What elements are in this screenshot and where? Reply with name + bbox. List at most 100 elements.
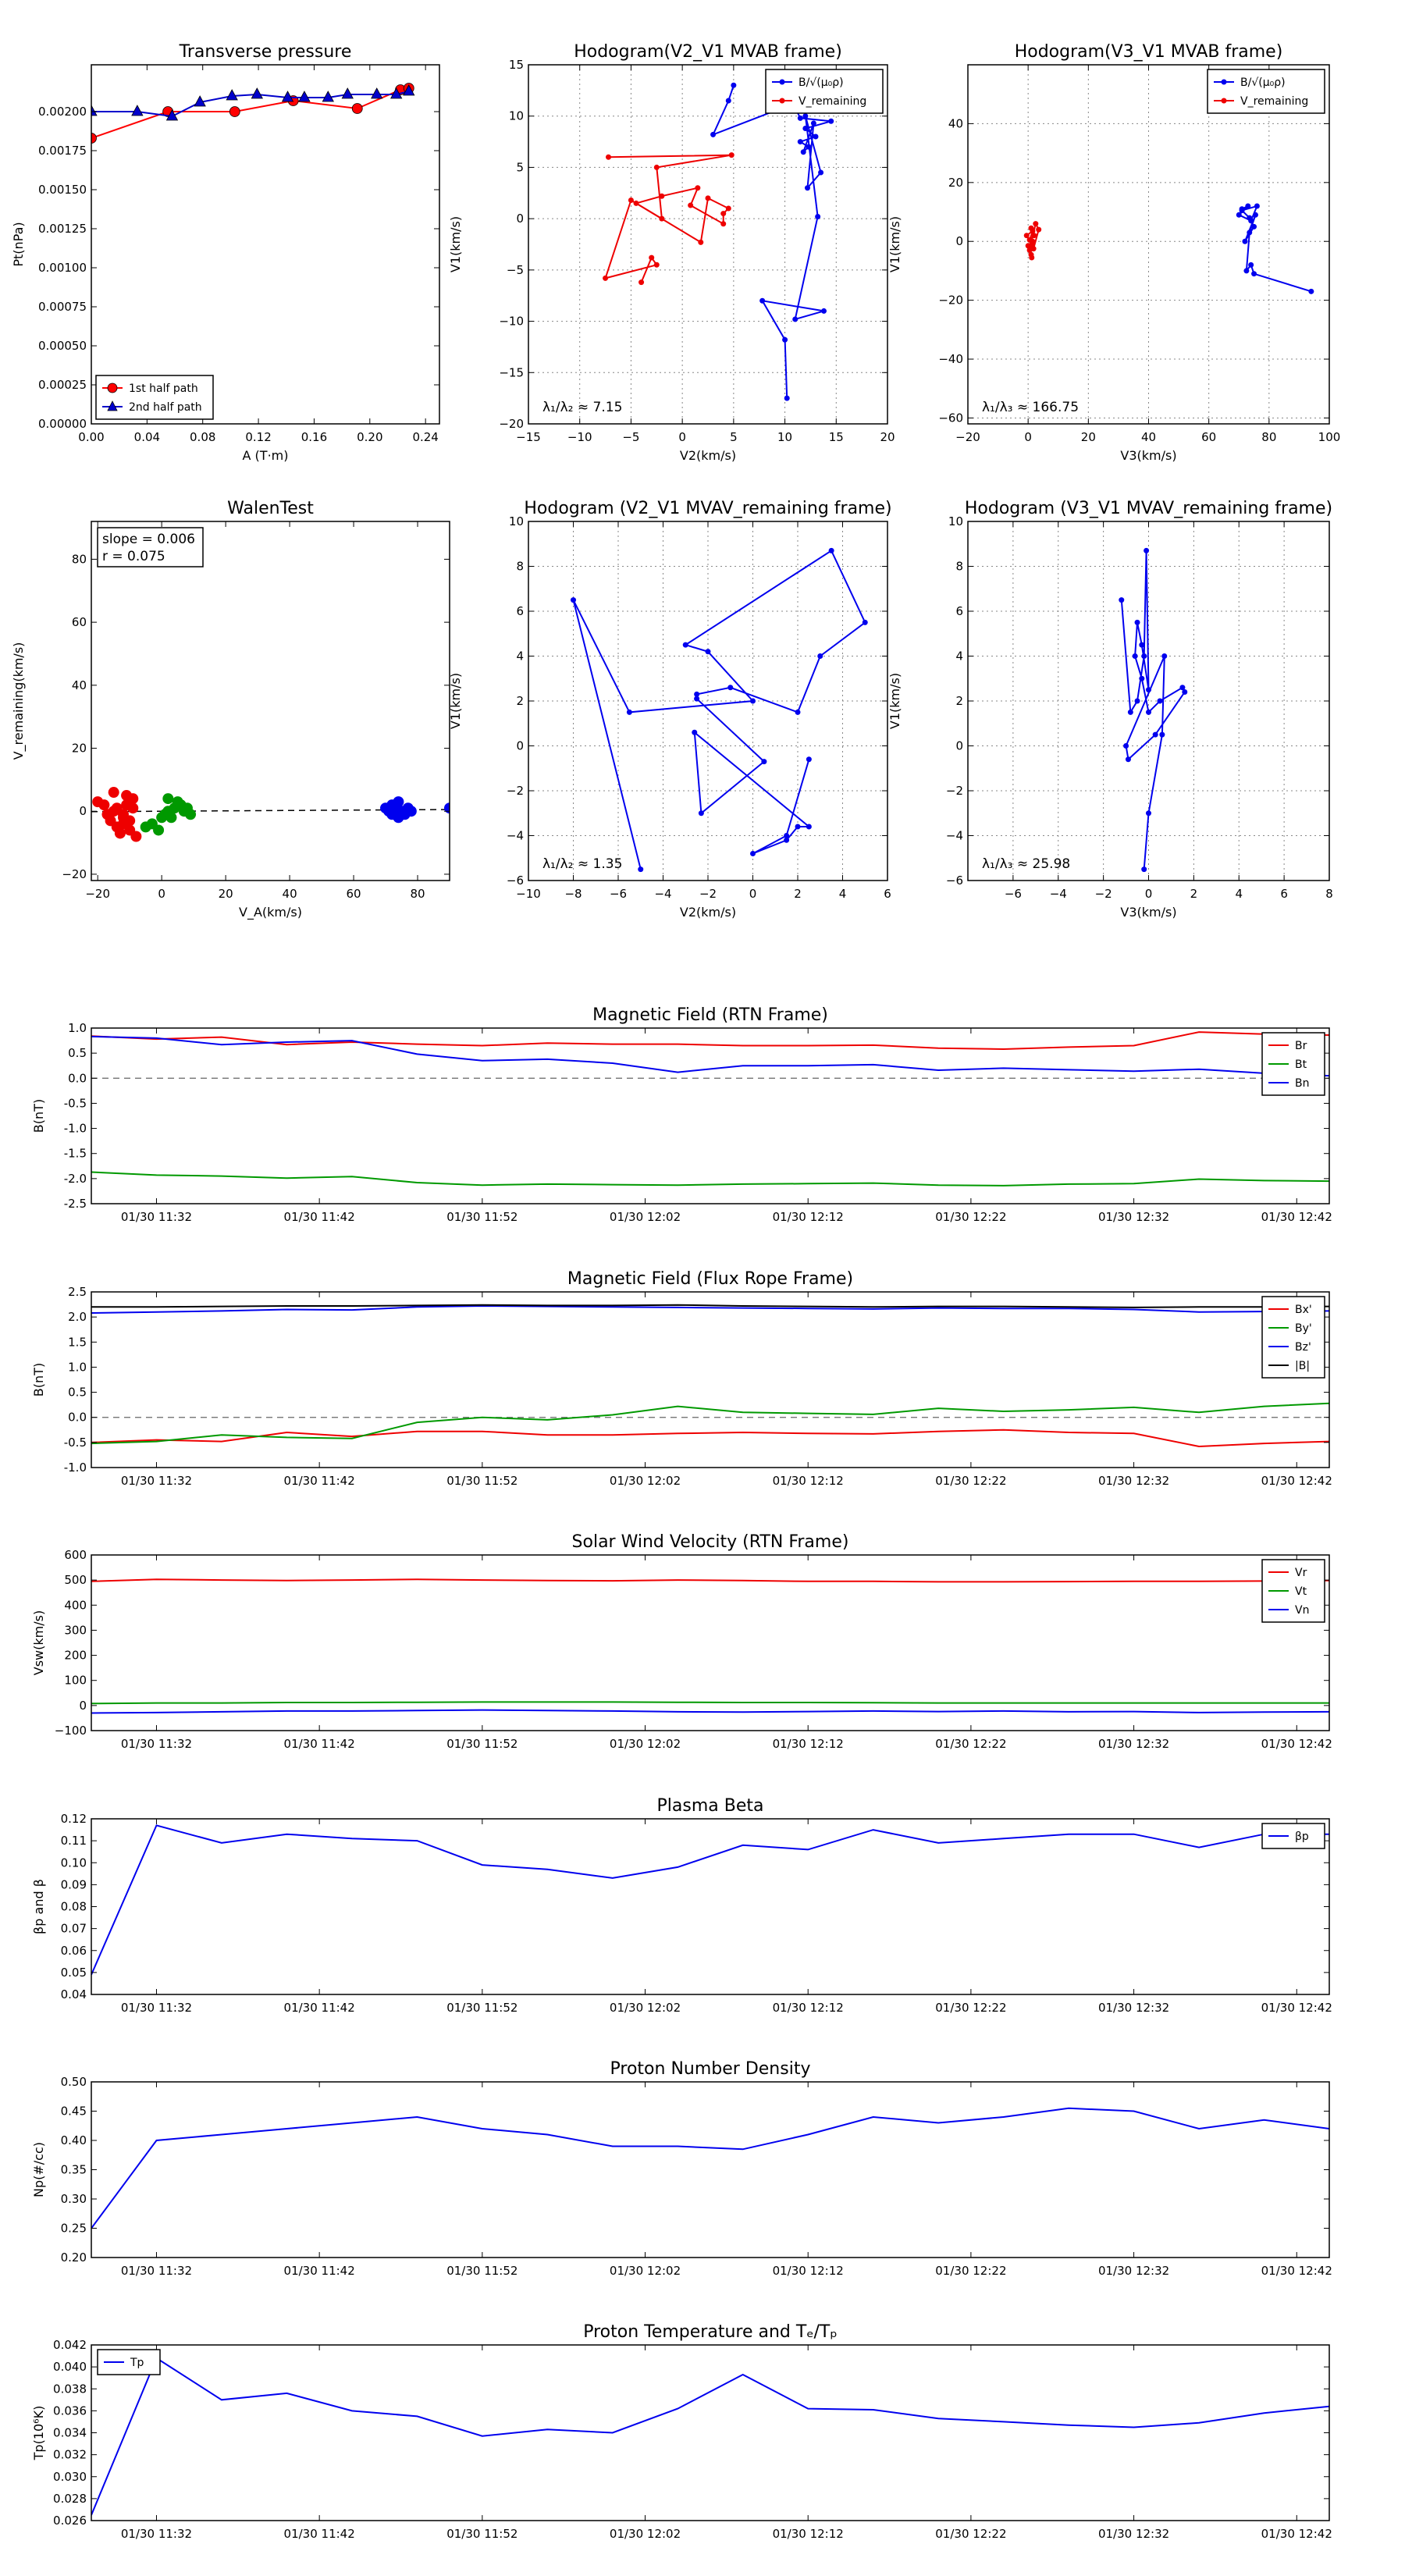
series-0 <box>91 1429 1329 1448</box>
data-point <box>1029 254 1035 261</box>
x-tick-label: 40 <box>1141 430 1156 444</box>
x-tick-label: 01/30 12:32 <box>1098 2264 1169 2278</box>
y-axis-label: Tp(10⁶K) <box>31 2406 46 2461</box>
legend-label: Bt <box>1295 1059 1307 1071</box>
x-tick-label: 4 <box>839 887 847 901</box>
y-tick-label: 0.06 <box>61 1944 87 1958</box>
series-line <box>91 1031 1329 1051</box>
y-tick-label: 40 <box>72 678 87 692</box>
x-tick-label: −2 <box>1095 887 1112 901</box>
x-tick-label: 15 <box>829 430 844 444</box>
data-layer <box>571 547 868 873</box>
x-tick-label: 4 <box>1235 887 1243 901</box>
series-line <box>91 1429 1329 1448</box>
y-tick-label: −2 <box>507 784 524 798</box>
data-point <box>731 82 737 88</box>
series-2 <box>91 1035 1329 1077</box>
series-line <box>91 1035 1329 1077</box>
x-tick-label: 0.04 <box>134 430 160 444</box>
x-tick-label: 01/30 12:02 <box>610 1737 681 1751</box>
data-point <box>638 279 645 286</box>
y-tick-label: 0.0 <box>68 1411 87 1425</box>
x-tick-label: 01/30 12:22 <box>935 2001 1006 2015</box>
y-tick-label: 500 <box>64 1573 87 1587</box>
data-point <box>1146 709 1151 715</box>
data-point <box>720 221 727 227</box>
legend-marker <box>1221 98 1227 104</box>
data-point <box>828 547 834 553</box>
y-tick-label: −15 <box>499 365 524 379</box>
legend-label: βp <box>1295 1831 1309 1843</box>
y-tick-label: 40 <box>948 116 963 130</box>
data-point <box>659 215 665 222</box>
x-tick-label: 01/30 12:12 <box>773 1210 844 1224</box>
x-tick-label: 01/30 11:32 <box>121 2264 192 2278</box>
chart-title: Proton Number Density <box>610 2059 811 2079</box>
x-tick-label: −2 <box>699 887 717 901</box>
chart-panel-8: 01/30 11:32 01/30 11:42 01/30 11:52 01/30 1… <box>31 1532 1332 1751</box>
y-tick-label: 15 <box>509 58 524 72</box>
x-tick-label: 01/30 12:12 <box>773 2527 844 2541</box>
data-point <box>114 827 126 839</box>
x-tick-label: 01/30 11:42 <box>284 2264 355 2278</box>
series-line <box>91 1709 1329 1714</box>
data-point <box>784 833 790 838</box>
data-point <box>603 275 609 281</box>
y-axis-label: βp and β <box>31 1879 46 1934</box>
y-tick-label: −20 <box>938 294 963 308</box>
y-tick-label: -1.5 <box>64 1147 87 1161</box>
y-tick-label: 0.0 <box>68 1071 87 1085</box>
y-tick-label: 6 <box>516 604 524 618</box>
y-tick-label: 60 <box>72 615 87 629</box>
x-tick-label: 01/30 12:12 <box>773 1474 844 1488</box>
series-0 <box>571 547 868 873</box>
y-axis-label: V1(km/s) <box>448 673 463 729</box>
data-point <box>1030 238 1036 244</box>
x-tick-label: 01/30 12:32 <box>1098 1737 1169 1751</box>
x-tick-label: 01/30 12:22 <box>935 2264 1006 2278</box>
data-point <box>727 685 734 691</box>
chart-panel-1: −15 −10 −5 0 5 10 15 20−20−15−10−5051015Hodogra… <box>448 42 895 463</box>
data-point <box>813 133 819 140</box>
data-point <box>682 642 688 648</box>
y-tick-label: 10 <box>509 514 524 528</box>
data-point <box>127 802 139 814</box>
data-point <box>229 106 240 117</box>
y-tick-label: 0.30 <box>61 2192 87 2206</box>
data-point <box>1161 653 1168 659</box>
y-tick-label: -0.5 <box>64 1436 87 1450</box>
axes-frame <box>91 521 450 881</box>
y-tick-label: 0.026 <box>53 2514 87 2528</box>
x-tick-label: 5 <box>730 430 738 444</box>
data-point <box>371 87 383 99</box>
x-tick-label: 01/30 11:42 <box>284 1737 355 1751</box>
chart-title: Plasma Beta <box>657 1796 764 1816</box>
legend-label: Tp <box>130 2357 144 2369</box>
y-tick-label: 0.00075 <box>38 300 87 314</box>
y-tick-label: 6 <box>955 604 963 618</box>
data-point <box>1179 685 1186 691</box>
data-point <box>802 125 809 131</box>
x-tick-label: 01/30 12:02 <box>610 1210 681 1224</box>
legend: B/√(μ₀ρ) V_remaining <box>1207 69 1325 114</box>
y-tick-label: 0.12 <box>61 1812 87 1826</box>
data-point <box>251 87 263 99</box>
series-0 <box>1236 203 1314 294</box>
y-tick-label: 2 <box>955 694 963 708</box>
y-tick-label: 0.10 <box>61 1856 87 1870</box>
data-point <box>98 799 110 811</box>
data-point <box>403 84 415 96</box>
x-tick-label: 01/30 11:32 <box>121 1737 192 1751</box>
data-point <box>1132 653 1138 659</box>
y-tick-label: 0.038 <box>53 2382 87 2396</box>
y-tick-label: 0.032 <box>53 2448 87 2462</box>
x-tick-label: 0 <box>1024 430 1032 444</box>
x-tick-label: 01/30 11:32 <box>121 2527 192 2541</box>
x-tick-label: 0 <box>1145 887 1153 901</box>
data-point <box>1252 212 1258 218</box>
chart-panel-7: 01/30 11:32 01/30 11:42 01/30 11:52 01/30 1… <box>31 1269 1332 1488</box>
data-point <box>797 115 803 121</box>
x-tick-label: 01/30 12:22 <box>935 2527 1006 2541</box>
y-axis-label: V_remaining(km/s) <box>11 642 27 760</box>
y-tick-label: 2 <box>516 694 524 708</box>
